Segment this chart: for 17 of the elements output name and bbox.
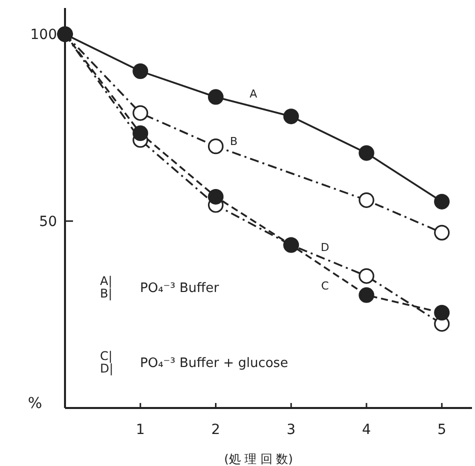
annotation: C| D| [100,349,114,376]
annotation: PO₄⁻³ Buffer [140,281,220,296]
series-label: D [320,240,330,254]
series-label: B [230,134,238,148]
y-axis-title: % [28,394,42,412]
x-tick-label: 1 [136,422,145,438]
x-tick-label: 4 [362,422,372,438]
annotation: A| B| [100,274,112,301]
x-axis-title: (処 理 回 数) [224,452,293,466]
series-label: A [250,88,258,101]
x-tick-label: 5 [437,422,446,438]
y-tick-label: 50 [39,214,57,230]
series-label: C [321,280,330,293]
x-tick-label: 3 [286,422,296,438]
annotation: PO₄⁻³ Buffer + glucose [140,356,288,371]
x-tick-label: 2 [211,422,220,438]
y-tick-label: 100 [30,27,57,44]
